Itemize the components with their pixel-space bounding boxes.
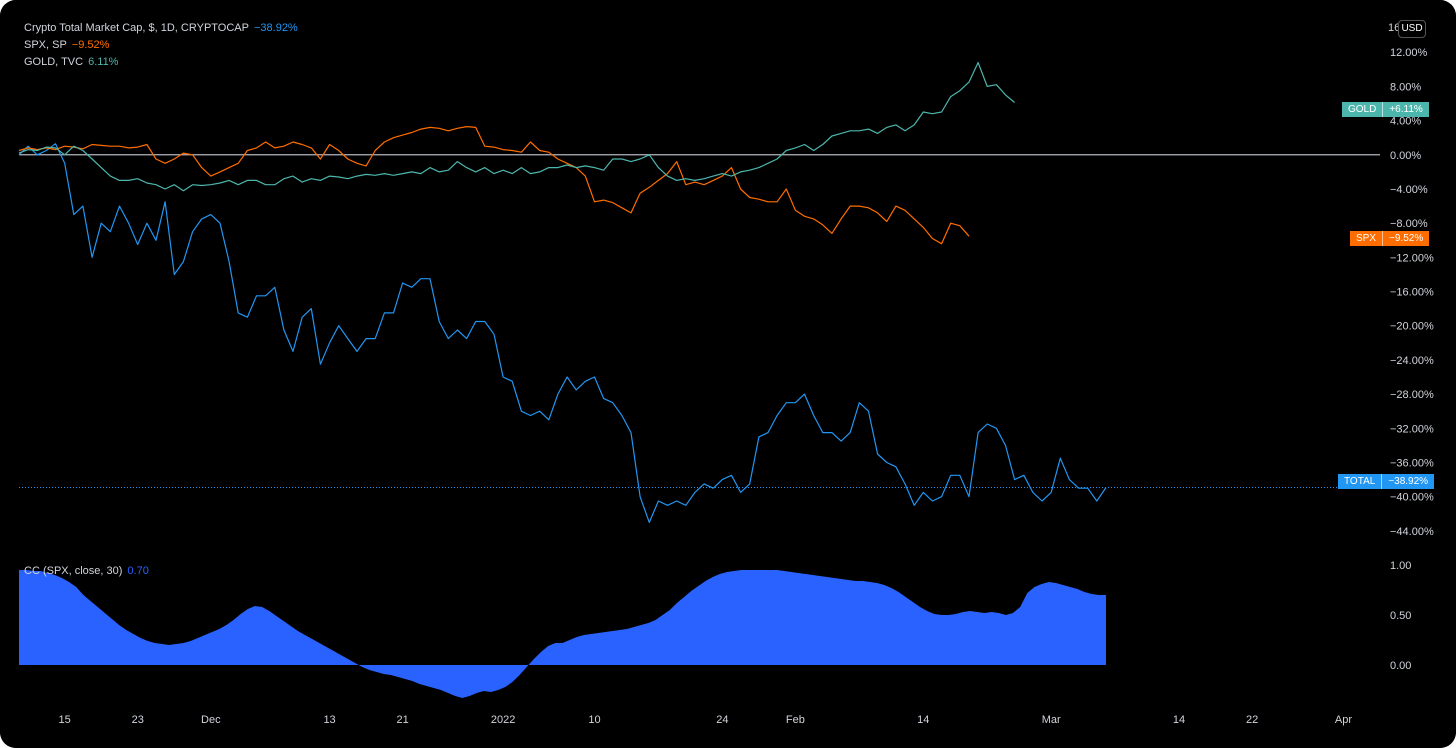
x-tick-label: 10 xyxy=(588,714,600,726)
legend-total[interactable]: Crypto Total Market Cap, $, 1D, CRYPTOCA… xyxy=(24,22,298,34)
total-price-tag: TOTAL −38.92% xyxy=(1338,474,1435,489)
x-tick-label: Mar xyxy=(1042,714,1061,726)
y-tick-label: −20.00% xyxy=(1390,321,1434,333)
y-tick-label: 12.00% xyxy=(1390,47,1428,59)
legend-gold-value: 6.11% xyxy=(88,56,119,68)
x-tick-label: Dec xyxy=(201,714,221,726)
series-line-total xyxy=(18,143,1107,523)
legend-gold-label: GOLD, TVC xyxy=(24,56,84,68)
y-tick-label: −44.00% xyxy=(1390,526,1434,538)
gold-price-tag: GOLD +6.11% xyxy=(1342,102,1429,117)
indicator-tick-label: 0.00 xyxy=(1390,660,1411,672)
indicator-value: 0.70 xyxy=(127,565,149,577)
indicator-tick-label: 1.00 xyxy=(1390,560,1411,572)
indicator-label: CC (SPX, close, 30) xyxy=(24,565,123,577)
legend-spx-label: SPX, SP xyxy=(24,39,67,51)
series-line-gold xyxy=(18,61,1015,192)
legend-indicator[interactable]: CC (SPX, close, 30) 0.70 xyxy=(24,565,149,577)
axis-top-clipped-label: 16 xyxy=(1388,22,1401,34)
legend-total-label: Crypto Total Market Cap, $, 1D, CRYPTOCA… xyxy=(24,22,249,34)
y-tick-label: −8.00% xyxy=(1390,218,1428,230)
y-tick-label: 8.00% xyxy=(1390,81,1421,93)
indicator-tick-label: 0.50 xyxy=(1390,610,1411,622)
x-tick-label: 23 xyxy=(132,714,144,726)
correlation-area xyxy=(19,570,1106,698)
spx-price-tag: SPX −9.52% xyxy=(1350,231,1430,246)
x-tick-label: Feb xyxy=(786,714,805,726)
x-tick-label: 24 xyxy=(716,714,728,726)
y-tick-label: 0.00% xyxy=(1390,150,1421,162)
currency-button[interactable]: USD xyxy=(1398,20,1426,38)
total-tag-value: −38.92% xyxy=(1381,474,1434,489)
x-tick-label: 2022 xyxy=(491,714,515,726)
x-tick-label: 22 xyxy=(1246,714,1258,726)
gold-tag-name: GOLD xyxy=(1348,104,1377,115)
y-tick-label: −32.00% xyxy=(1390,423,1434,435)
x-tick-label: 14 xyxy=(917,714,929,726)
x-tick-label: Apr xyxy=(1335,714,1352,726)
x-tick-label: 15 xyxy=(59,714,71,726)
legend-spx-value: −9.52% xyxy=(71,39,110,51)
y-tick-label: −16.00% xyxy=(1390,287,1434,299)
y-tick-label: −28.00% xyxy=(1390,389,1434,401)
spx-tag-value: −9.52% xyxy=(1382,231,1429,246)
x-tick-label: 21 xyxy=(397,714,409,726)
x-tick-label: 13 xyxy=(323,714,335,726)
legend-spx[interactable]: SPX, SP −9.52% xyxy=(24,39,109,51)
legend-total-value: −38.92% xyxy=(253,22,298,34)
series-line-spx xyxy=(18,126,970,245)
y-tick-label: −4.00% xyxy=(1390,184,1428,196)
spx-tag-name: SPX xyxy=(1356,233,1377,244)
y-tick-label: −36.00% xyxy=(1390,458,1434,470)
y-tick-label: 4.00% xyxy=(1390,116,1421,128)
y-tick-label: −12.00% xyxy=(1390,252,1434,264)
legend-gold[interactable]: GOLD, TVC 6.11% xyxy=(24,56,118,68)
y-tick-label: −40.00% xyxy=(1390,492,1434,504)
total-tag-name: TOTAL xyxy=(1344,476,1376,487)
y-tick-label: −24.00% xyxy=(1390,355,1434,367)
gold-tag-value: +6.11% xyxy=(1382,102,1428,117)
x-tick-label: 14 xyxy=(1173,714,1185,726)
